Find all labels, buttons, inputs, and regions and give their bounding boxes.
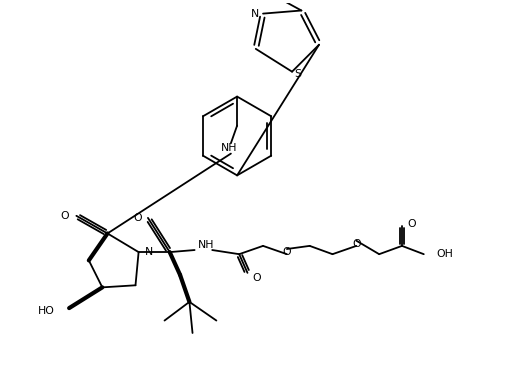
Text: N: N [145, 247, 153, 257]
Text: S: S [294, 69, 301, 79]
Text: N: N [250, 8, 259, 19]
Text: NH: NH [221, 144, 237, 153]
Text: NH: NH [198, 240, 214, 250]
Text: O: O [253, 273, 261, 283]
Text: O: O [133, 213, 141, 223]
Text: HO: HO [38, 306, 54, 316]
Text: O: O [407, 219, 416, 229]
Text: OH: OH [436, 249, 453, 259]
Text: O: O [282, 247, 291, 257]
Text: O: O [352, 239, 361, 249]
Text: O: O [60, 211, 69, 221]
